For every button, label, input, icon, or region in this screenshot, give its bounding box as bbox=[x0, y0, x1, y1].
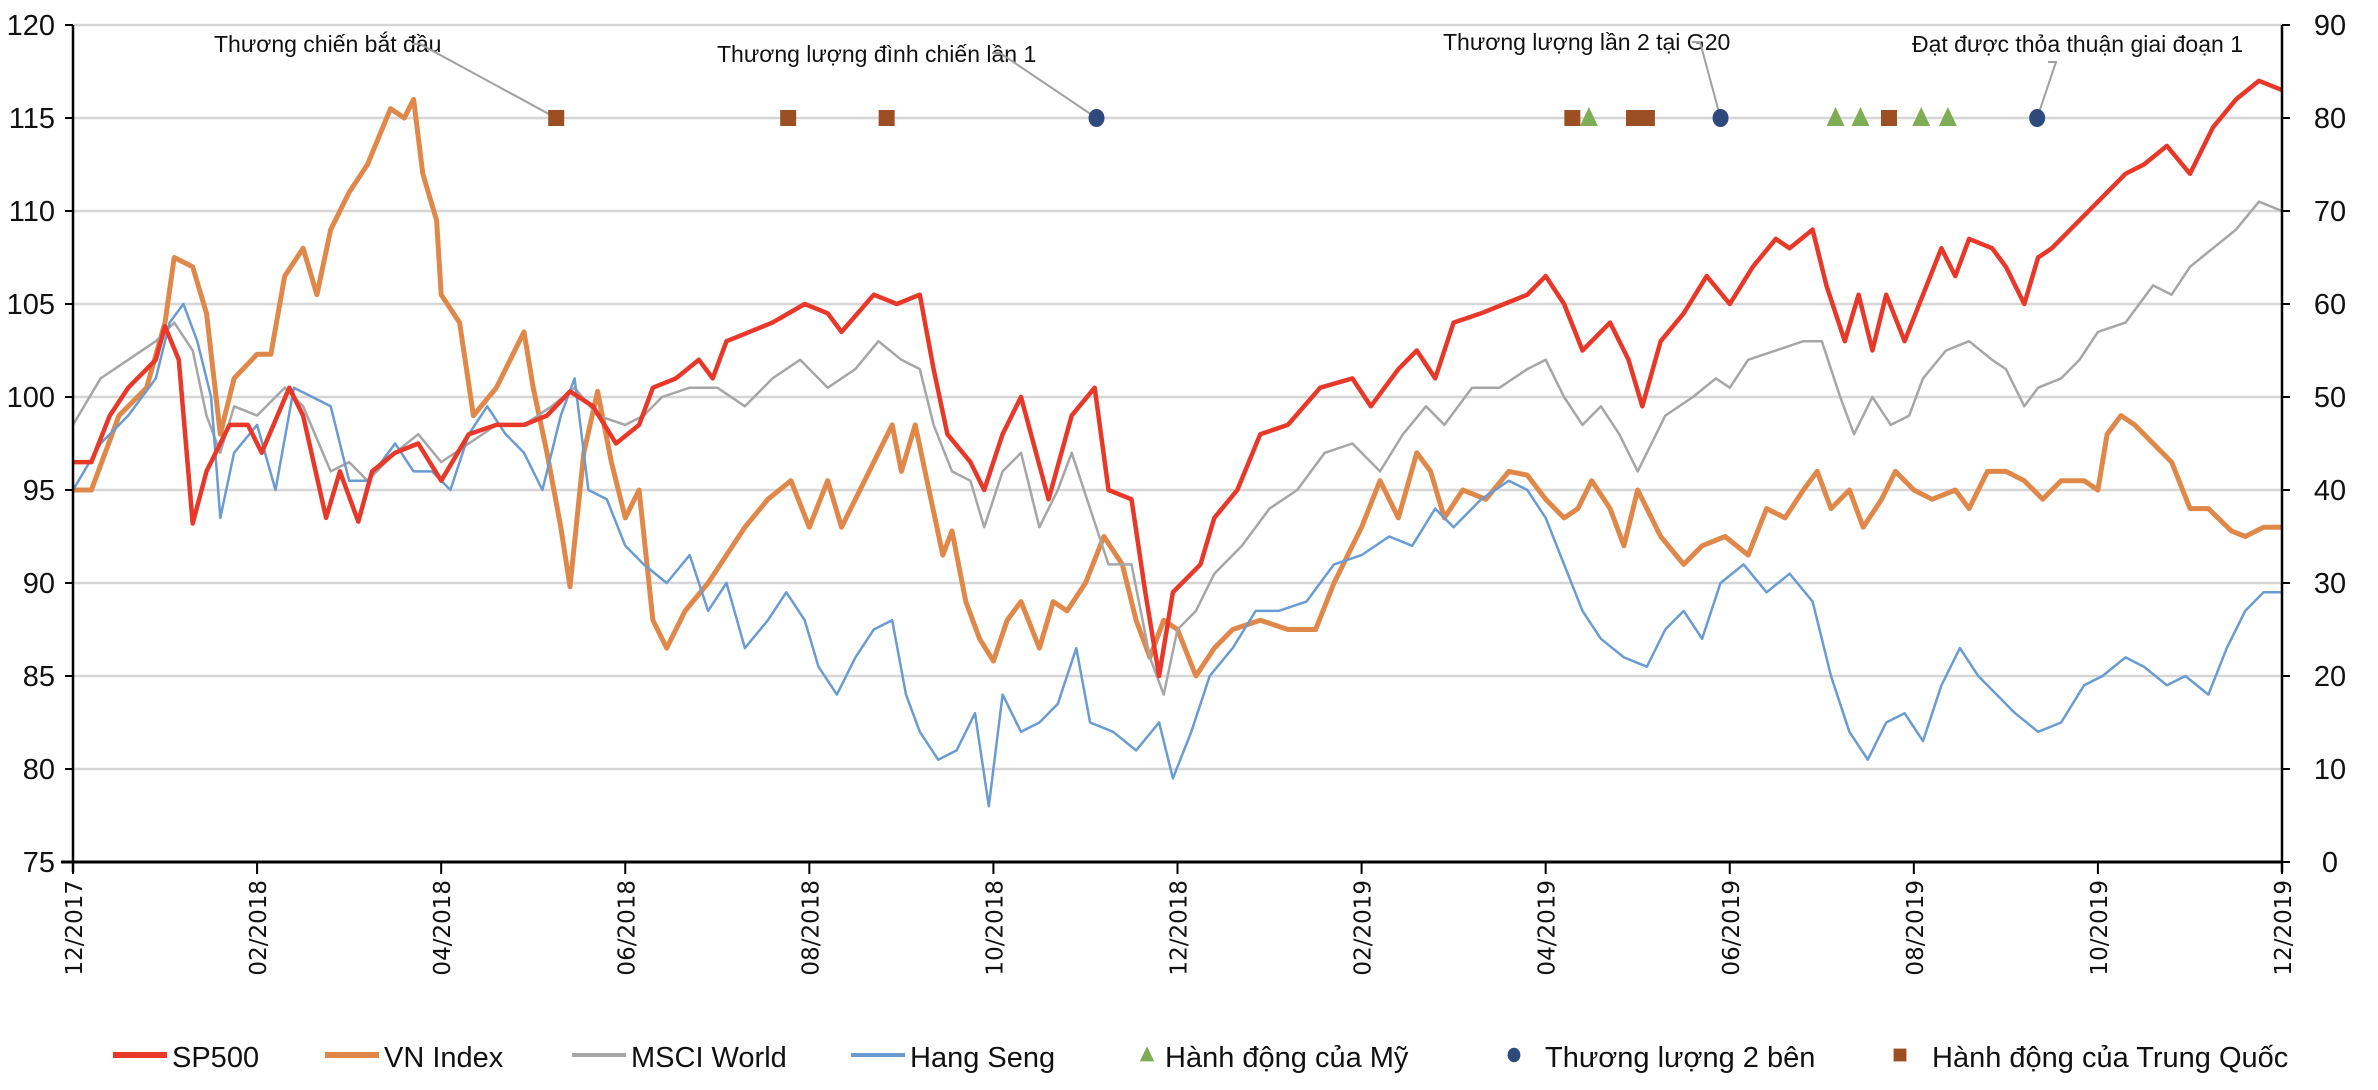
legend-item-china-actions: Hành động của Trung Quốc bbox=[1893, 1042, 2288, 1074]
y2-tick-label: 10 bbox=[2314, 754, 2346, 786]
y-tick-label: 80 bbox=[23, 754, 55, 786]
y2-tick-label: 20 bbox=[2314, 661, 2346, 693]
legend-label: Hành động của Trung Quốc bbox=[1932, 1042, 2288, 1074]
us-action-marker bbox=[1938, 107, 1957, 126]
y2-tick-label: 0 bbox=[2322, 847, 2338, 879]
series-line-hang-seng bbox=[71, 302, 2282, 808]
negotiation-marker bbox=[2029, 109, 2046, 127]
y-tick-label: 95 bbox=[23, 475, 55, 507]
legend-item-vn-index: VN Index bbox=[325, 1042, 504, 1074]
legend-item-sp500: SP500 bbox=[113, 1042, 259, 1074]
negotiation-marker bbox=[1088, 109, 1105, 127]
x-tick-label: 04/2019 bbox=[1535, 880, 1561, 976]
x-tick-label: 04/2018 bbox=[430, 880, 456, 976]
series-line-sp500 bbox=[73, 78, 2283, 679]
x-tick-label: 08/2019 bbox=[1903, 880, 1929, 976]
x-tick-label: 06/2019 bbox=[1719, 880, 1745, 976]
legend-item-msci-world: MSCI World bbox=[572, 1042, 787, 1074]
annotations: Thương chiến bắt đầu Thương lượng đình ch… bbox=[214, 29, 2243, 119]
y2-tick-label: 30 bbox=[2314, 568, 2346, 600]
y2-tick-label: 40 bbox=[2314, 475, 2346, 507]
y-tick-label: 115 bbox=[9, 103, 55, 135]
annotation-label: Thương lượng đình chiến lần 1 bbox=[717, 41, 1036, 67]
y-tick-label: 75 bbox=[23, 847, 55, 879]
x-tick-label: 02/2018 bbox=[246, 880, 272, 976]
china-action-marker bbox=[780, 110, 797, 126]
y2-tick-label: 90 bbox=[2314, 10, 2346, 42]
us-action-marker bbox=[1826, 107, 1845, 126]
gridlines bbox=[73, 23, 2282, 771]
legend-label: VN Index bbox=[384, 1042, 504, 1074]
y-tick-label: 90 bbox=[23, 568, 55, 600]
legend: SP500 VN Index MSCI World Hang Seng Hành độn… bbox=[113, 1042, 2288, 1074]
series-lines bbox=[71, 78, 2283, 808]
series-line-msci-world bbox=[71, 200, 2283, 696]
annotation-leader-line bbox=[992, 52, 1098, 119]
annotation-label: Đạt được thỏa thuận giai đoạn 1 bbox=[1912, 31, 2243, 57]
x-tick-label: 06/2018 bbox=[614, 880, 640, 976]
legend-item-hang-seng: Hang Seng bbox=[851, 1042, 1055, 1074]
y-tick-label: 120 bbox=[7, 10, 55, 42]
y2-tick-label: 80 bbox=[2314, 103, 2346, 135]
legend-triangle-icon bbox=[1139, 1046, 1155, 1062]
y2-tick-label: 50 bbox=[2314, 382, 2346, 414]
x-tick-label: 10/2018 bbox=[982, 880, 1008, 976]
y2-tick-label: 70 bbox=[2314, 196, 2346, 228]
china-action-marker bbox=[548, 110, 565, 126]
legend-item-negotiations: Thương lượng 2 bên bbox=[1507, 1042, 1815, 1074]
event-markers bbox=[548, 107, 2046, 127]
y-tick-label: 85 bbox=[23, 661, 55, 693]
annotation-label: Thương lượng lần 2 tại G20 bbox=[1443, 29, 1730, 55]
legend-circle-icon bbox=[1507, 1047, 1521, 1063]
legend-item-us-actions: Hành động của Mỹ bbox=[1139, 1042, 1409, 1074]
y-tick-label: 110 bbox=[9, 196, 55, 228]
annotation-leader-line bbox=[2036, 61, 2058, 119]
legend-label: MSCI World bbox=[631, 1042, 787, 1074]
china-action-marker bbox=[1626, 110, 1643, 126]
legend-square-icon bbox=[1893, 1048, 1907, 1062]
us-action-marker bbox=[1851, 107, 1870, 126]
legend-label: Hành động của Mỹ bbox=[1165, 1042, 1409, 1074]
y-tick-label: 100 bbox=[7, 382, 55, 414]
annotation-label: Thương chiến bắt đầu bbox=[214, 31, 441, 57]
us-action-marker bbox=[1579, 107, 1598, 126]
x-tick-label: 12/2017 bbox=[62, 880, 88, 976]
y2-tick-label: 60 bbox=[2314, 289, 2346, 321]
china-action-marker bbox=[1880, 110, 1897, 126]
axes: 75 80 85 90 95 100 105 110 115 120 0 10 20 30 40 50 60 70… bbox=[7, 10, 2347, 976]
x-tick-label: 10/2019 bbox=[2087, 880, 2113, 976]
x-tick-label: 12/2019 bbox=[2271, 880, 2297, 976]
x-tick-label: 02/2019 bbox=[1351, 880, 1377, 976]
legend-label: SP500 bbox=[172, 1042, 259, 1074]
china-action-marker bbox=[878, 110, 895, 126]
legend-label: Thương lượng 2 bên bbox=[1545, 1042, 1815, 1074]
china-action-marker bbox=[1564, 110, 1581, 126]
x-tick-label: 12/2018 bbox=[1167, 880, 1193, 976]
series-line-vn-index bbox=[73, 96, 2282, 679]
x-tick-label: 08/2018 bbox=[798, 880, 824, 976]
us-action-marker bbox=[1912, 107, 1931, 126]
legend-label: Hang Seng bbox=[910, 1042, 1055, 1074]
negotiation-marker bbox=[1712, 109, 1729, 127]
annotation-leader-line bbox=[1692, 41, 1722, 119]
annotation-leader-line bbox=[412, 43, 557, 119]
y-tick-label: 105 bbox=[7, 289, 55, 321]
china-action-marker bbox=[1638, 110, 1655, 126]
